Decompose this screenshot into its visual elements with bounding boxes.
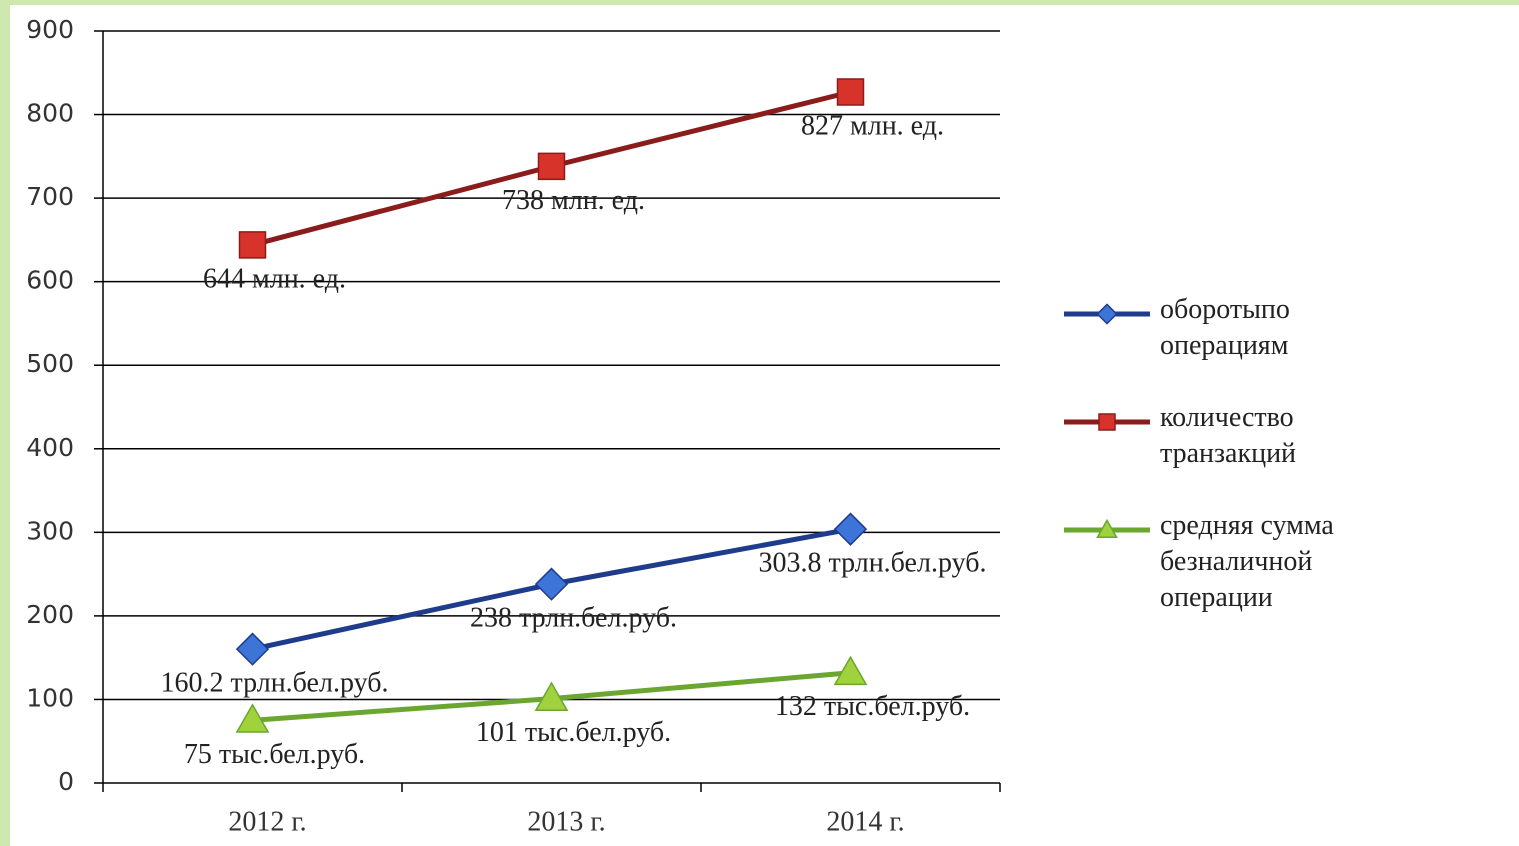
legend-label: оборотыпо операциям (1160, 294, 1290, 361)
legend-icon (1064, 303, 1150, 325)
data-label: 75 тыс.бел.руб. (184, 739, 365, 770)
legend-item: количество транзакций (1062, 400, 1422, 472)
marker (537, 152, 566, 181)
data-label: 238 трлн.бел.руб. (470, 603, 677, 634)
legend-item: оборотыпо операциям (1062, 292, 1422, 364)
data-label: 160.2 трлн.бел.руб. (161, 668, 389, 699)
marker (235, 632, 270, 666)
y-tick-label: 800 (26, 99, 74, 128)
y-tick-label: 600 (26, 266, 74, 295)
y-tick-label: 700 (26, 182, 74, 211)
y-tick-label: 100 (26, 683, 74, 712)
marker (534, 681, 569, 712)
marker (1098, 413, 1116, 431)
y-tick-label: 900 (26, 15, 74, 44)
marker (1096, 303, 1118, 325)
marker (534, 567, 569, 601)
marker (235, 703, 270, 733)
y-tick-label: 200 (26, 600, 74, 629)
legend-label: количество транзакций (1160, 402, 1297, 469)
x-tick-label: 2013 г. (527, 806, 605, 837)
data-label: 132 тыс.бел.руб. (775, 691, 970, 722)
data-label: 644 млн. ед. (203, 263, 346, 294)
data-label: 738 млн. ед. (502, 185, 645, 216)
x-tick-label: 2014 г. (826, 806, 904, 837)
legend-icon (1064, 413, 1150, 431)
y-tick-label: 300 (26, 516, 74, 545)
legend-icon (1064, 518, 1150, 538)
y-tick-label: 500 (26, 349, 74, 378)
marker (238, 231, 267, 259)
marker (836, 78, 865, 106)
marker (833, 512, 868, 546)
y-tick-label: 400 (26, 433, 74, 462)
legend-label: средняя сумма безналичной операции (1160, 510, 1334, 613)
marker (833, 655, 868, 686)
x-tick-label: 2012 г. (228, 806, 306, 837)
legend: оборотыпо операциям количество транзакций… (1062, 292, 1422, 652)
legend-item: средняя сумма безналичной операции (1062, 508, 1422, 616)
data-label: 827 млн. ед. (801, 110, 944, 141)
data-label: 101 тыс.бел.руб. (476, 717, 671, 748)
marker (1096, 518, 1118, 538)
y-tick-label: 0 (58, 767, 74, 796)
data-label: 303.8 трлн.бел.руб. (759, 548, 987, 579)
